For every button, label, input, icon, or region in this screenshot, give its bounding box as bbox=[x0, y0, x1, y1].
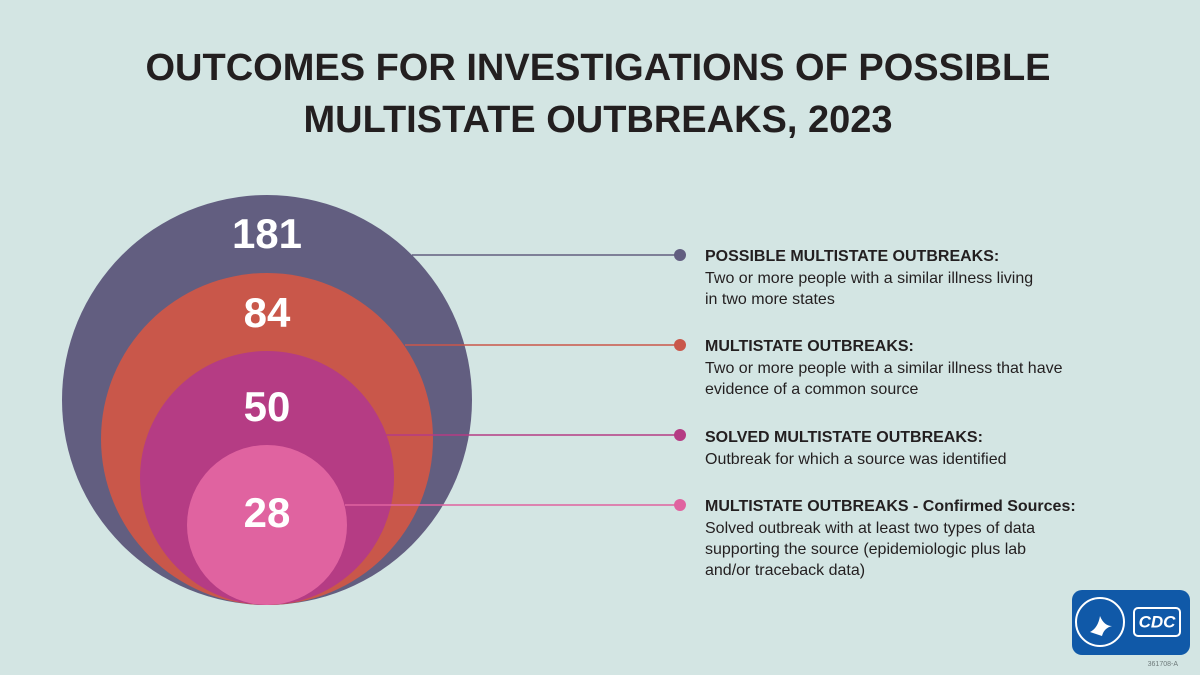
logo-eagle bbox=[1090, 616, 1112, 636]
logo-seal bbox=[1075, 597, 1125, 647]
outbreak-circle bbox=[187, 445, 347, 605]
leader-dot bbox=[674, 499, 686, 511]
item-heading: MULTISTATE OUTBREAKS - Confirmed Sources… bbox=[705, 498, 1076, 515]
item-description: Outbreak for which a source was identifi… bbox=[705, 451, 1006, 468]
item-description: Solved outbreak with at least two types … bbox=[705, 520, 1035, 537]
logo-box bbox=[1133, 607, 1181, 637]
doc-code: 361708-A bbox=[1148, 661, 1179, 668]
circle-number: 28 bbox=[244, 489, 291, 536]
item-heading: MULTISTATE OUTBREAKS: bbox=[705, 338, 914, 355]
item-description: supporting the source (epidemiologic plu… bbox=[705, 541, 1026, 558]
item-heading: POSSIBLE MULTISTATE OUTBREAKS: bbox=[705, 248, 999, 265]
circle-number: 181 bbox=[232, 210, 302, 257]
item-description: evidence of a common source bbox=[705, 381, 919, 398]
nested-circles: 181 POSSIBLE MULTISTATE OUTBREAKS: Two or … bbox=[62, 195, 1076, 605]
item-description: in two more states bbox=[705, 291, 835, 308]
item-description: and/or traceback data) bbox=[705, 562, 865, 579]
logo-text: CDC bbox=[1139, 612, 1177, 631]
circle-number: 84 bbox=[244, 289, 291, 336]
leader-dot bbox=[674, 249, 686, 261]
title-line: OUTCOMES FOR INVESTIGATIONS OF POSSIBLE bbox=[145, 47, 1050, 89]
item-description: Two or more people with a similar illnes… bbox=[705, 270, 1033, 287]
title-line: MULTISTATE OUTBREAKS, 2023 bbox=[303, 99, 892, 141]
circle-number: 50 bbox=[244, 383, 291, 430]
leader-dot bbox=[674, 429, 686, 441]
item-description: Two or more people with a similar illnes… bbox=[705, 360, 1063, 377]
item-heading: SOLVED MULTISTATE OUTBREAKS: bbox=[705, 429, 983, 446]
leader-dot bbox=[674, 339, 686, 351]
logo-badge bbox=[1072, 590, 1190, 655]
